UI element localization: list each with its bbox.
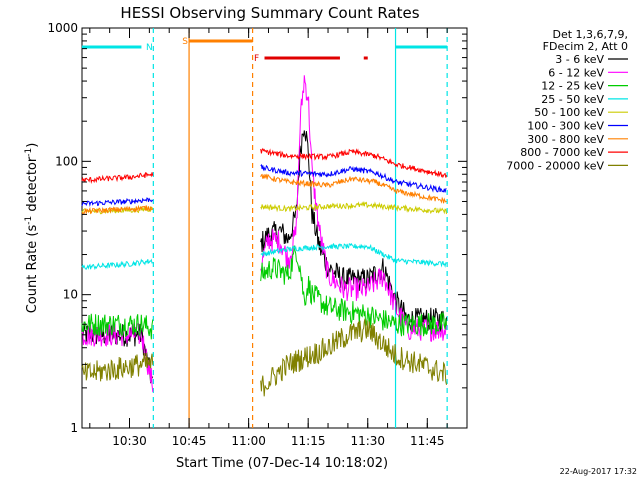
series-line-25-50-kev [81,242,447,271]
chart-title: HESSI Observing Summary Count Rates [120,4,419,22]
legend-label-50-100-kev: 50 - 100 keV [534,106,604,119]
vertical-markers [152,28,448,428]
x-tick-label-1045: 10:45 [172,434,207,448]
legend: Det 1,3,6,7,9,FDecim 2, Att 03 - 6 keV6 … [506,28,628,172]
series-line-6-12-kev [81,75,447,392]
flag-bars: N S F [81,37,448,64]
legend-header-line-1: FDecim 2, Att 0 [543,40,628,53]
x-tick-label-1030: 10:30 [112,434,147,448]
x-axis: 10:30 10:45 11:00 11:15 11:30 11:45 [89,28,468,448]
y-tick-label-1000: 1000 [47,21,78,35]
y-axis: 1 10 100 1000 [47,21,467,435]
x-tick-label-1145: 11:45 [410,434,445,448]
legend-label-100-300-kev: 100 - 300 keV [527,120,604,133]
y-label-post: ) [25,143,40,148]
y-label-mid: detector [25,156,40,216]
legend-label-12-25-kev: 12 - 25 keV [541,80,604,93]
series-lines [81,75,447,397]
x-tick-label-1100: 11:00 [231,434,266,448]
series-line-300-800-kev [81,173,447,215]
legend-label-25-50-kev: 25 - 50 keV [541,93,604,106]
plot-frame [81,27,468,429]
x-tick-label-1115: 11:15 [291,434,326,448]
series-line-7000-20000-kev [81,318,447,397]
flag-n-label: N [146,43,153,53]
legend-label-7000-20000-kev: 7000 - 20000 keV [506,159,604,172]
y-axis-label: Count Rate (s-1 detector-1) [24,143,40,314]
y-label-pre: Count Rate (s [25,225,40,314]
y-label-sup2: -1 [24,148,34,157]
legend-label-300-800-kev: 300 - 800 keV [527,133,604,146]
timestamp: 22-Aug-2017 17:32 [560,467,637,476]
series-line-800-7000-kev [81,147,447,185]
flag-f-label: F [254,54,259,64]
legend-label-800-7000-kev: 800 - 7000 keV [520,146,604,159]
y-tick-label-1: 1 [70,421,78,435]
series-line-12-25-kev [81,245,447,340]
plot-area: N S F [81,27,468,429]
x-tick-label-1130: 11:30 [350,434,385,448]
legend-header-line-0: Det 1,3,6,7,9, [552,28,628,41]
x-axis-label: Start Time (07-Dec-14 10:18:02) [176,456,388,471]
legend-label-6-12-kev: 6 - 12 keV [548,66,604,79]
y-label-sup1: -1 [24,216,34,225]
series-line-100-300-kev [81,163,447,207]
legend-label-3-6-kev: 3 - 6 keV [555,53,604,66]
flag-s-label: S [182,37,188,47]
y-tick-label-10: 10 [63,288,78,302]
y-tick-label-100: 100 [55,154,78,168]
